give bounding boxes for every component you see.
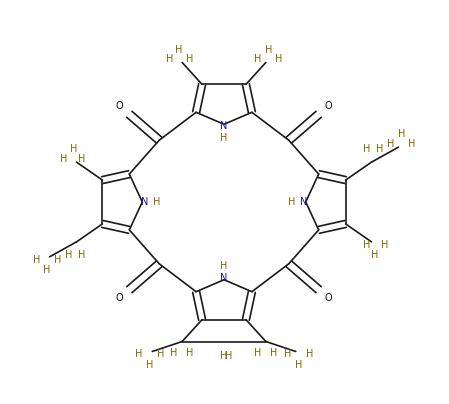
Text: H: H	[371, 250, 378, 260]
Text: H: H	[363, 144, 370, 154]
Text: H: H	[398, 129, 405, 139]
Text: H: H	[171, 349, 178, 358]
Text: O: O	[325, 292, 332, 303]
Text: H: H	[295, 360, 303, 370]
Text: H: H	[33, 255, 40, 265]
Text: H: H	[65, 250, 72, 260]
Text: H: H	[306, 349, 313, 360]
Text: H: H	[387, 139, 394, 149]
Text: H: H	[78, 250, 85, 260]
Text: O: O	[115, 101, 123, 112]
Text: N: N	[220, 121, 228, 131]
Text: H: H	[153, 197, 160, 207]
Text: H: H	[220, 133, 228, 143]
Text: N: N	[300, 197, 308, 207]
Text: H: H	[54, 255, 61, 265]
Text: H: H	[270, 349, 277, 358]
Text: H: H	[265, 44, 273, 55]
Text: H: H	[176, 44, 183, 55]
Text: O: O	[325, 101, 332, 112]
Text: H: H	[166, 55, 173, 65]
Text: O: O	[115, 292, 123, 303]
Text: N: N	[141, 197, 148, 207]
Text: H: H	[43, 265, 50, 275]
Text: H: H	[60, 154, 67, 164]
Text: H: H	[254, 349, 262, 358]
Text: H: H	[145, 360, 153, 370]
Text: H: H	[284, 349, 291, 360]
Text: H: H	[288, 197, 295, 207]
Text: H: H	[275, 55, 282, 65]
Text: H: H	[408, 139, 415, 149]
Text: H: H	[70, 144, 77, 154]
Text: H: H	[220, 261, 228, 271]
Text: H: H	[78, 154, 85, 164]
Text: H: H	[135, 349, 142, 360]
Text: H: H	[157, 349, 164, 360]
Text: H: H	[225, 351, 233, 362]
Text: H: H	[186, 349, 194, 358]
Text: H: H	[363, 240, 370, 250]
Text: H: H	[186, 55, 194, 65]
Text: H: H	[220, 351, 228, 362]
Text: H: H	[381, 240, 388, 250]
Text: H: H	[376, 144, 383, 154]
Text: N: N	[220, 273, 228, 283]
Text: H: H	[254, 55, 262, 65]
